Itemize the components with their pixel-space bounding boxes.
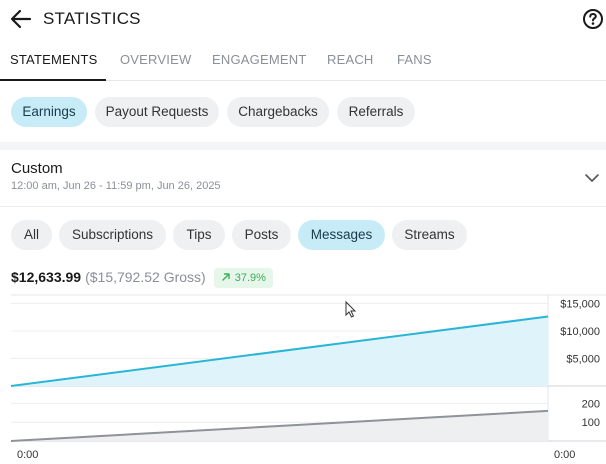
chip-referrals[interactable]: Referrals	[337, 97, 415, 127]
count-y-tick-label: 100	[582, 417, 600, 429]
statistics-tabs: STATEMENTS OVERVIEW ENGAGEMENT REACH FAN…	[0, 38, 606, 81]
earnings-y-tick-label: $15,000	[560, 299, 600, 311]
chip-chargebacks[interactable]: Chargebacks	[227, 97, 329, 127]
app-header: STATISTICS	[0, 0, 606, 38]
tab-engagement[interactable]: ENGAGEMENT	[212, 52, 307, 67]
tab-reach[interactable]: REACH	[327, 52, 374, 67]
page-title: STATISTICS	[43, 9, 141, 28]
tab-statements[interactable]: STATEMENTS	[10, 52, 98, 67]
count-series-line	[10, 409, 549, 442]
change-percent: 37.9%	[234, 272, 266, 284]
date-range-title: Custom	[11, 160, 63, 177]
earnings-chart: $15,000 $10,000 $5,000 200 100 0:00 0:00	[0, 294, 606, 464]
earnings-series-line	[10, 315, 549, 387]
tab-fans[interactable]: FANS	[397, 52, 432, 67]
filter-all[interactable]: All	[11, 220, 52, 250]
earnings-chart-svg: $15,000 $10,000 $5,000 200 100 0:00 0:00	[10, 294, 606, 461]
net-earnings: $12,633.99	[11, 269, 82, 285]
count-area	[11, 410, 548, 441]
date-range-subtitle: 12:00 am, Jun 26 - 11:59 pm, Jun 26, 202…	[11, 180, 221, 192]
gross-earnings: ($15,792.52 Gross)	[85, 269, 206, 285]
section-divider	[0, 142, 606, 150]
active-tab-indicator	[0, 79, 106, 81]
arrow-left-icon[interactable]	[8, 7, 34, 31]
chevron-down-icon[interactable]	[584, 170, 600, 186]
filter-subscriptions[interactable]: Subscriptions	[59, 220, 166, 250]
tab-overview[interactable]: OVERVIEW	[120, 52, 192, 67]
earnings-y-tick-label: $10,000	[560, 326, 600, 338]
question-circle-icon[interactable]	[582, 8, 604, 30]
filter-streams[interactable]: Streams	[392, 220, 467, 250]
x-tick-label-end: 0:00	[554, 449, 575, 461]
count-y-tick-label: 200	[582, 398, 600, 410]
earnings-y-tick-label: $5,000	[566, 354, 600, 366]
earnings-summary: $12,633.99 ($15,792.52 Gross) 37.9%	[11, 268, 273, 288]
arrow-up-right-icon	[222, 273, 230, 281]
divider	[0, 206, 606, 207]
chip-earnings[interactable]: Earnings	[11, 97, 87, 127]
x-tick-label-start: 0:00	[17, 449, 38, 461]
filter-posts[interactable]: Posts	[232, 220, 291, 250]
statement-type-chips: Earnings Payout Requests Chargebacks Ref…	[0, 82, 606, 142]
source-filter-chips: All Subscriptions Tips Posts Messages St…	[0, 220, 606, 252]
filter-tips[interactable]: Tips	[173, 220, 225, 250]
filter-messages[interactable]: Messages	[298, 220, 385, 250]
chip-payout-requests[interactable]: Payout Requests	[95, 97, 219, 127]
change-badge: 37.9%	[213, 268, 273, 288]
mouse-cursor-icon	[345, 300, 357, 318]
date-range-selector[interactable]: Custom 12:00 am, Jun 26 - 11:59 pm, Jun …	[0, 150, 606, 206]
